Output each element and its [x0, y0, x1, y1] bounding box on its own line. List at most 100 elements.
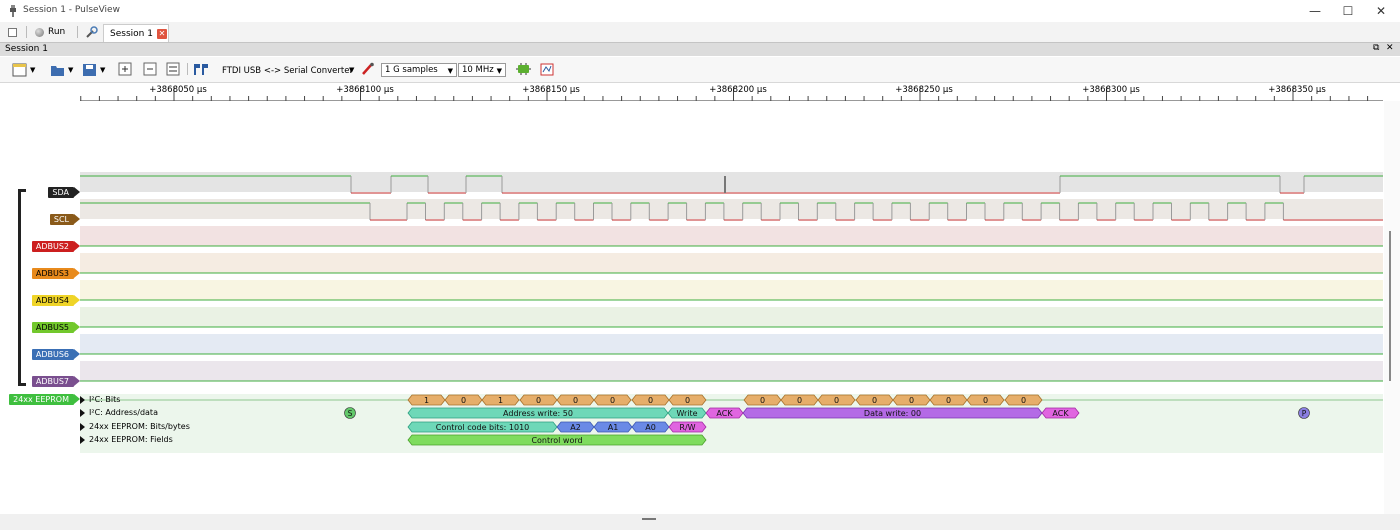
folder-icon — [51, 66, 64, 76]
ack-annotation[interactable]: ACK — [705, 407, 744, 419]
channel-group-bracket[interactable] — [18, 189, 26, 386]
rw-annotation[interactable]: R/W — [668, 421, 707, 433]
device-selector[interactable]: FTDI USB <-> Serial Converter — [222, 66, 353, 76]
channel-band — [80, 253, 1383, 273]
tab-close-icon[interactable]: ✕ — [156, 28, 167, 39]
separator — [187, 63, 188, 75]
decoder-bit[interactable]: 1 — [407, 394, 446, 406]
svg-text:0: 0 — [1021, 396, 1026, 405]
undock-icon[interactable]: ⧉ — [1373, 43, 1380, 53]
write-annotation[interactable]: Write — [667, 407, 707, 419]
decoder-bit[interactable]: 0 — [855, 394, 894, 406]
a2-annotation[interactable]: A2 — [556, 421, 595, 433]
svg-text:0: 0 — [872, 396, 877, 405]
svg-text:0: 0 — [797, 396, 802, 405]
control-word-annotation[interactable]: Control word — [407, 434, 707, 446]
run-icon — [35, 27, 44, 37]
decoder-bit[interactable]: 0 — [892, 394, 931, 406]
channel-label-adbus7[interactable]: ADBUS7 — [31, 376, 81, 387]
new-session-icon[interactable] — [8, 28, 17, 37]
svg-text:0: 0 — [834, 396, 839, 405]
svg-text:1: 1 — [498, 396, 503, 405]
channel-band — [80, 334, 1383, 354]
math-channel-icon[interactable] — [540, 62, 554, 76]
start-condition-marker[interactable]: S — [344, 407, 356, 419]
ruler-ticks — [80, 87, 1369, 101]
channel-label-adbus2[interactable]: ADBUS2 — [31, 241, 81, 252]
tab-session-1[interactable]: Session 1 ✕ — [103, 24, 169, 42]
vertical-scrollbar[interactable] — [1384, 101, 1400, 514]
session-tabs-row: Run Session 1 ✕ — [0, 22, 1400, 42]
channel-label-adbus3[interactable]: ADBUS3 — [31, 268, 81, 279]
decoder-bit[interactable]: 0 — [929, 394, 968, 406]
ruler-label: +3868100 µs — [336, 85, 394, 95]
decoder-row-label[interactable]: I²C: Address/data — [80, 408, 158, 417]
open-button[interactable]: ▼ — [50, 62, 73, 78]
decoder-bit[interactable]: 0 — [556, 394, 595, 406]
maximize-button[interactable]: ☐ — [1342, 4, 1354, 18]
settings-icon[interactable] — [85, 26, 98, 39]
run-button[interactable]: Run — [35, 25, 65, 39]
session-label: Session 1 — [5, 44, 48, 54]
probe-config-icon[interactable] — [361, 62, 375, 76]
address-write-annotation[interactable]: Address write: 50 — [407, 407, 669, 419]
samples-select[interactable]: 1 G samples ▼ — [381, 63, 457, 77]
decoder-bit[interactable]: 0 — [631, 394, 670, 406]
channel-label-scl[interactable]: SCL — [49, 214, 81, 225]
decoder-bit[interactable]: 0 — [593, 394, 632, 406]
expand-row-icon[interactable] — [80, 422, 85, 431]
cursor-icon[interactable] — [193, 62, 209, 76]
svg-text:Control word: Control word — [531, 436, 582, 445]
decoder-bit[interactable]: 0 — [780, 394, 819, 406]
svg-text:R/W: R/W — [679, 423, 695, 432]
expand-row-icon[interactable] — [80, 408, 85, 417]
expand-row-icon[interactable] — [80, 395, 85, 404]
a0-annotation[interactable]: A0 — [631, 421, 670, 433]
chevron-down-icon[interactable]: ▼ — [349, 66, 355, 74]
splitter-handle[interactable] — [642, 518, 656, 520]
ruler-label: +3868200 µs — [709, 85, 767, 95]
decoder-bit[interactable]: 0 — [966, 394, 1005, 406]
expand-row-icon[interactable] — [80, 435, 85, 444]
decoder-bit[interactable]: 0 — [668, 394, 707, 406]
minimize-button[interactable]: — — [1309, 4, 1321, 18]
save-button[interactable]: ▼ — [82, 62, 105, 78]
data-write-annotation[interactable]: Data write: 00 — [742, 407, 1043, 419]
decoder-bit[interactable]: 0 — [817, 394, 856, 406]
decoder-bit[interactable]: 0 — [519, 394, 558, 406]
decoder-bit[interactable]: 0 — [444, 394, 483, 406]
channel-band — [80, 280, 1383, 300]
samples-value: 1 G samples — [385, 65, 438, 75]
zoom-in-icon[interactable] — [118, 62, 132, 76]
a1-annotation[interactable]: A1 — [593, 421, 633, 433]
ack-annotation[interactable]: ACK — [1041, 407, 1080, 419]
trace-view[interactable]: 1 0 1 0 0 0 0 0 0 0 0 0 0 0 0 0 Address write: 50 Write AC… — [80, 101, 1383, 514]
decoder-label[interactable]: 24xx EEPROM — [9, 394, 80, 405]
decoder-row-label[interactable]: I²C: Bits — [80, 395, 120, 404]
close-button[interactable]: ✕ — [1375, 4, 1387, 18]
svg-text:P: P — [1302, 409, 1307, 418]
channel-label-adbus5[interactable]: ADBUS5 — [31, 322, 81, 333]
channel-label-sda[interactable]: SDA — [48, 187, 80, 198]
chevron-down-icon: ▼ — [447, 67, 453, 75]
decoder-bit[interactable]: 0 — [743, 394, 782, 406]
new-view-button[interactable]: ▼ — [12, 62, 35, 78]
decoder-bit[interactable]: 0 — [1004, 394, 1043, 406]
stop-condition-marker[interactable]: P — [1298, 407, 1310, 419]
close-session-icon[interactable]: ✕ — [1386, 43, 1394, 53]
zoom-fit-icon[interactable] — [166, 62, 180, 76]
decoder-row-label[interactable]: 24xx EEPROM: Bits/bytes — [80, 422, 190, 431]
decoder-bit[interactable]: 1 — [481, 394, 520, 406]
channel-label-adbus4[interactable]: ADBUS4 — [31, 295, 81, 306]
session-header: Session 1 ⧉ ✕ — [0, 42, 1400, 56]
channel-label-adbus6[interactable]: ADBUS6 — [31, 349, 81, 360]
time-ruler[interactable]: +3868050 µs +3868100 µs +3868150 µs +386820… — [80, 84, 1383, 101]
zoom-out-icon[interactable] — [143, 62, 157, 76]
svg-text:ACK: ACK — [716, 409, 733, 418]
control-code-annotation[interactable]: Control code bits: 1010 — [407, 421, 558, 433]
trace-labels: SDA SCL ADBUS2 ADBUS3 ADBUS4 ADBUS5 ADBUS6 ADBU… — [0, 101, 81, 514]
decoder-row-label[interactable]: 24xx EEPROM: Fields — [80, 435, 173, 444]
samplerate-select[interactable]: 10 MHz ▼ — [458, 63, 506, 77]
add-decoder-icon[interactable] — [515, 62, 532, 76]
scrollbar-thumb[interactable] — [1389, 231, 1391, 381]
